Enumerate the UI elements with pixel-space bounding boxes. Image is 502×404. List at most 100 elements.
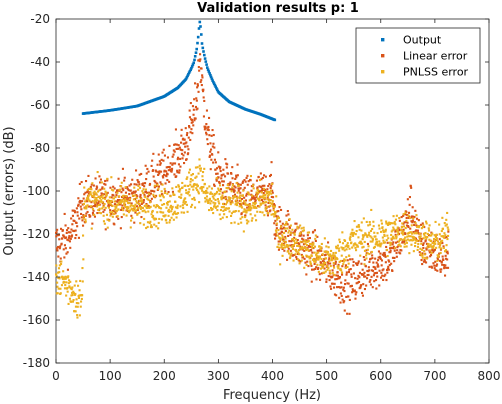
- data-point: [206, 68, 210, 71]
- data-point: [203, 53, 206, 57]
- data-point: [108, 200, 111, 203]
- data-point: [294, 238, 297, 241]
- data-point: [333, 286, 336, 289]
- data-point: [73, 310, 76, 313]
- data-point: [94, 177, 97, 180]
- data-point: [161, 175, 164, 178]
- data-point: [385, 239, 388, 242]
- data-point: [189, 138, 192, 141]
- data-point: [239, 191, 242, 194]
- data-point: [423, 253, 426, 256]
- data-point: [135, 183, 138, 186]
- data-point: [341, 231, 344, 234]
- data-point: [135, 205, 138, 208]
- data-point: [272, 209, 275, 212]
- data-point: [274, 234, 277, 237]
- data-point: [271, 182, 274, 185]
- data-point: [296, 239, 299, 242]
- data-point: [442, 264, 445, 267]
- data-point: [377, 224, 380, 227]
- data-point: [185, 189, 188, 192]
- data-point: [105, 194, 108, 197]
- data-point: [348, 298, 351, 301]
- data-point: [80, 216, 83, 219]
- data-point: [152, 175, 155, 178]
- data-point: [203, 182, 206, 185]
- data-point: [408, 203, 411, 206]
- data-point: [413, 216, 416, 219]
- data-point: [258, 179, 261, 182]
- data-point: [124, 198, 127, 201]
- data-point: [300, 227, 303, 230]
- data-point: [369, 229, 372, 232]
- data-point: [146, 221, 149, 224]
- data-point: [94, 205, 97, 208]
- data-point: [106, 226, 109, 229]
- data-point: [422, 232, 425, 235]
- data-point: [388, 221, 391, 224]
- data-point: [434, 260, 437, 263]
- data-point: [379, 243, 382, 246]
- data-point: [244, 203, 247, 206]
- data-point: [197, 27, 201, 30]
- data-point: [319, 261, 322, 264]
- data-point: [216, 167, 219, 170]
- data-point: [416, 229, 419, 232]
- data-point: [82, 258, 85, 261]
- data-point: [241, 197, 244, 200]
- data-point: [109, 209, 112, 212]
- data-point: [107, 199, 110, 202]
- data-point: [214, 198, 217, 201]
- data-point: [266, 188, 269, 191]
- data-point: [347, 282, 350, 285]
- data-point: [349, 235, 352, 238]
- data-point: [193, 55, 197, 58]
- data-point: [211, 79, 214, 82]
- data-point: [277, 248, 280, 251]
- data-point: [332, 252, 335, 255]
- data-point: [102, 214, 105, 217]
- data-point: [187, 73, 190, 76]
- data-point: [84, 214, 87, 217]
- data-point: [132, 204, 135, 207]
- data-point: [246, 222, 249, 225]
- data-point: [231, 183, 234, 186]
- data-point: [68, 235, 71, 238]
- data-point: [437, 254, 440, 257]
- data-point: [346, 259, 349, 262]
- data-point: [313, 229, 316, 232]
- data-point: [419, 223, 422, 226]
- data-point: [234, 210, 237, 213]
- data-point: [142, 188, 145, 191]
- data-point: [430, 254, 433, 257]
- data-point: [133, 221, 136, 224]
- data-point: [331, 269, 334, 272]
- data-point: [306, 231, 309, 234]
- data-point: [367, 266, 370, 269]
- data-point: [192, 61, 195, 65]
- data-point: [116, 189, 119, 192]
- data-point: [309, 260, 312, 263]
- data-point: [77, 204, 80, 207]
- data-point: [328, 257, 331, 260]
- data-point: [195, 175, 198, 178]
- data-point: [99, 178, 102, 181]
- data-point: [343, 300, 346, 303]
- data-point: [372, 261, 375, 264]
- data-point: [200, 67, 203, 70]
- data-point: [236, 174, 239, 177]
- data-point: [302, 243, 305, 246]
- data-point: [121, 187, 124, 190]
- data-point: [178, 190, 181, 193]
- data-point: [352, 260, 355, 263]
- data-point: [325, 257, 328, 260]
- data-point: [299, 240, 302, 243]
- data-point: [411, 239, 414, 242]
- data-point: [302, 240, 305, 243]
- data-point: [336, 271, 339, 274]
- data-point: [308, 255, 311, 258]
- data-point: [364, 275, 367, 278]
- data-point: [190, 128, 193, 131]
- data-point: [220, 198, 223, 201]
- data-point: [57, 271, 60, 274]
